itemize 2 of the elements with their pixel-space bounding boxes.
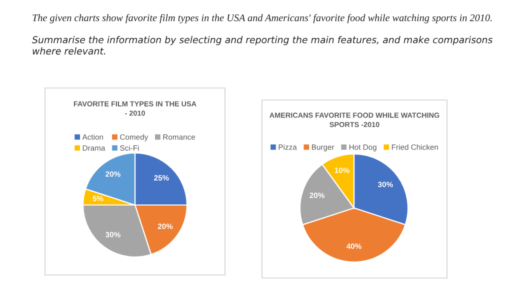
text: Summarise the information by selecting and reporting the main features, and make comparisons where relevant.: [32, 36, 493, 55]
text: The given charts show favorite film types in the USA and Americans' favorite food while watching sports in 2010.: [32, 14, 492, 24]
